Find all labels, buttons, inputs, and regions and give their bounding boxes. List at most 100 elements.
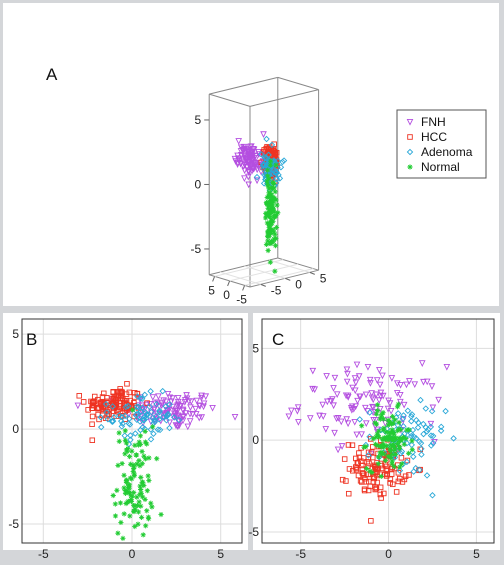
legend-label: Adenoma xyxy=(421,145,473,159)
point-normal xyxy=(401,441,407,447)
point-normal xyxy=(375,461,381,467)
point-normal xyxy=(138,503,144,509)
point-normal xyxy=(389,413,396,420)
point-normal xyxy=(269,184,275,191)
point-fnh xyxy=(198,394,205,402)
point-hcc xyxy=(359,466,366,472)
point-hcc xyxy=(366,478,372,485)
point-fnh xyxy=(427,420,435,428)
z-tick-label: 5 xyxy=(195,113,202,127)
y-tick xyxy=(260,283,266,287)
box-edge xyxy=(209,76,278,95)
point-hcc xyxy=(126,389,133,396)
legend-item-hcc: HCC xyxy=(407,130,447,144)
point-normal xyxy=(129,407,136,413)
point-adenoma xyxy=(437,427,445,434)
point-normal xyxy=(400,434,406,440)
point-fnh xyxy=(319,401,326,409)
point-adenoma xyxy=(398,448,406,455)
point-adenoma xyxy=(118,413,126,421)
point-normal xyxy=(266,213,272,219)
point-normal xyxy=(268,210,275,216)
point-adenoma xyxy=(400,423,407,430)
point-fnh xyxy=(368,390,376,397)
point-normal xyxy=(389,436,395,442)
point-normal xyxy=(138,486,144,493)
point-normal xyxy=(127,513,133,519)
point-fnh xyxy=(358,431,365,439)
point-normal xyxy=(135,509,142,515)
point-fnh xyxy=(174,407,181,415)
point-normal xyxy=(263,215,269,221)
legend-marker-normal xyxy=(407,164,413,170)
point-fnh xyxy=(322,426,330,433)
point-hcc xyxy=(349,442,356,448)
point-normal xyxy=(270,227,276,233)
point-fnh xyxy=(234,161,241,168)
point-normal xyxy=(383,429,389,435)
point-normal xyxy=(270,239,276,245)
point-fnh xyxy=(255,163,262,170)
point-adenoma xyxy=(103,409,110,416)
point-adenoma xyxy=(122,403,130,411)
point-normal xyxy=(123,478,129,484)
point-fnh xyxy=(187,404,194,412)
point-normal xyxy=(267,259,273,265)
point-normal xyxy=(123,447,130,453)
point-hcc xyxy=(118,403,124,409)
point-fnh xyxy=(179,414,187,421)
point-normal xyxy=(390,420,396,426)
x-tick-label: -5 xyxy=(38,547,49,561)
point-hcc xyxy=(371,475,377,482)
point-fnh xyxy=(234,152,241,160)
point-normal xyxy=(273,162,279,168)
point-adenoma xyxy=(275,171,282,179)
point-normal xyxy=(267,193,273,199)
point-fnh xyxy=(172,410,179,418)
point-adenoma xyxy=(427,432,435,439)
point-adenoma xyxy=(265,151,272,159)
point-adenoma xyxy=(104,415,112,423)
point-normal xyxy=(142,496,148,503)
point-normal xyxy=(131,473,137,479)
point-normal xyxy=(388,421,395,427)
point-adenoma xyxy=(253,173,261,181)
point-hcc xyxy=(383,467,389,473)
point-fnh xyxy=(330,385,337,392)
x-tick-label: -5 xyxy=(295,547,306,561)
point-hcc xyxy=(339,476,346,483)
point-normal xyxy=(269,203,275,209)
point-fnh xyxy=(237,160,244,167)
point-normal xyxy=(140,532,146,538)
point-adenoma xyxy=(163,417,170,424)
point-normal xyxy=(137,463,143,469)
point-normal xyxy=(275,210,281,216)
point-hcc xyxy=(131,394,138,400)
panel-c-frame xyxy=(261,318,495,544)
panel-c-ticks: -5 0 5 -5 0 5 xyxy=(248,341,480,561)
point-fnh xyxy=(244,173,252,181)
point-fnh xyxy=(353,431,361,439)
point-normal xyxy=(120,535,126,541)
panel-a-label: A xyxy=(46,65,58,84)
point-adenoma xyxy=(428,407,436,415)
point-normal xyxy=(136,458,142,464)
point-fnh xyxy=(174,423,181,430)
point-fnh xyxy=(396,392,404,399)
point-adenoma xyxy=(356,416,363,423)
point-adenoma xyxy=(268,141,276,149)
x-tick xyxy=(242,285,246,291)
point-normal xyxy=(265,238,271,244)
x-tick-label: 5 xyxy=(473,547,480,561)
point-adenoma xyxy=(164,410,172,418)
y-tick-label: -5 xyxy=(248,525,259,539)
point-normal xyxy=(359,423,365,429)
point-fnh xyxy=(253,166,261,174)
point-fnh xyxy=(367,380,374,387)
point-adenoma xyxy=(394,410,402,417)
point-adenoma xyxy=(166,424,173,432)
point-fnh xyxy=(418,360,426,367)
point-normal xyxy=(396,435,402,441)
point-normal xyxy=(265,205,271,211)
point-normal xyxy=(142,428,148,434)
